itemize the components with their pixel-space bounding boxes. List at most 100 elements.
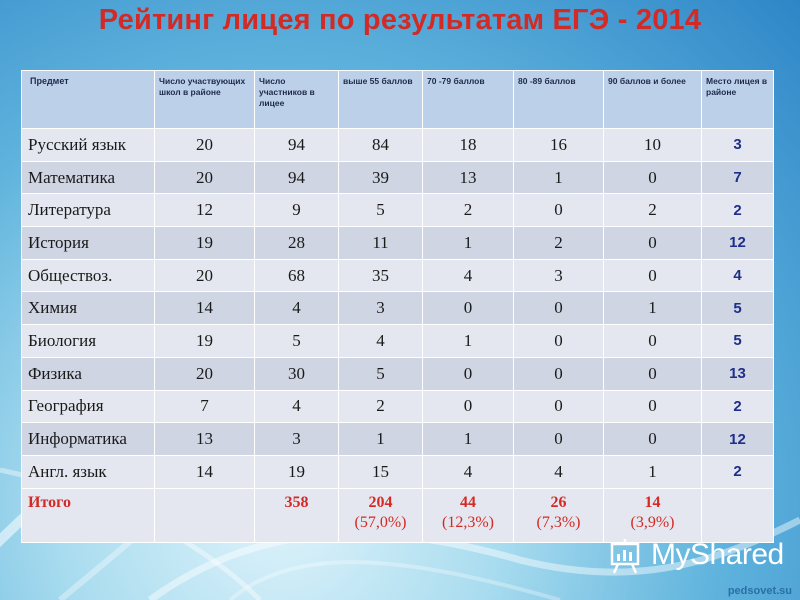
cell-schools: 19 xyxy=(154,226,255,260)
cell-schools: 20 xyxy=(154,356,255,391)
cell-90plus: 1 xyxy=(603,454,702,489)
cell-70-79: 1 xyxy=(422,422,514,456)
page-title: Рейтинг лицея по результатам ЕГЭ - 2014 xyxy=(98,4,702,36)
total-70-79: 44 (12,3%) xyxy=(422,487,514,543)
header-90plus: 90 баллов и более xyxy=(603,70,702,129)
table-row: Физика 20 30 5 0 0 0 13 xyxy=(21,356,774,391)
cell-schools: 14 xyxy=(154,454,255,489)
cell-subject: Русский язык xyxy=(21,128,155,162)
cell-70-79: 0 xyxy=(422,356,514,391)
cell-70-79: 18 xyxy=(422,128,514,162)
table-row: История 19 28 11 1 2 0 12 xyxy=(21,226,774,260)
cell-place: 5 xyxy=(701,324,774,358)
total-row: Итого 358 204 (57,0%) 44 (12,3%) 26 (7,3… xyxy=(21,487,774,543)
cell-above55: 1 xyxy=(338,422,423,456)
cell-70-79: 4 xyxy=(422,454,514,489)
total-90plus-count: 14 xyxy=(644,493,661,511)
total-90plus-percent: (3,9%) xyxy=(630,513,675,531)
cell-schools: 20 xyxy=(154,128,255,162)
cell-70-79: 2 xyxy=(422,193,514,228)
presentation-board-icon xyxy=(610,539,640,574)
cell-schools: 12 xyxy=(154,193,255,228)
site-watermark: pedsovet.su xyxy=(727,585,792,597)
cell-90plus: 10 xyxy=(603,128,702,162)
cell-80-89: 2 xyxy=(513,226,604,260)
cell-80-89: 16 xyxy=(513,128,604,162)
cell-subject: География xyxy=(21,389,155,424)
cell-participants: 94 xyxy=(254,160,339,195)
cell-90plus: 0 xyxy=(603,226,702,260)
cell-70-79: 1 xyxy=(422,324,514,358)
cell-schools: 20 xyxy=(154,160,255,195)
header-participants: Число участников в лицее xyxy=(254,70,339,129)
cell-70-79: 0 xyxy=(422,389,514,424)
cell-subject: Математика xyxy=(21,160,155,195)
cell-subject: Обществоз. xyxy=(21,258,155,293)
cell-place: 2 xyxy=(701,454,774,489)
logo-text: MyShared xyxy=(651,538,784,571)
total-80-89-percent: (7,3%) xyxy=(536,513,581,531)
header-subject: Предмет xyxy=(21,70,155,129)
cell-participants: 4 xyxy=(254,291,339,326)
cell-80-89: 0 xyxy=(513,356,604,391)
cell-subject: Химия xyxy=(21,291,155,326)
cell-place: 5 xyxy=(701,291,774,326)
cell-subject: Физика xyxy=(21,356,155,391)
cell-schools: 20 xyxy=(154,258,255,293)
cell-above55: 84 xyxy=(338,128,423,162)
cell-place: 2 xyxy=(701,193,774,228)
total-70-79-percent: (12,3%) xyxy=(442,513,494,531)
total-above55: 204 (57,0%) xyxy=(338,487,423,543)
total-80-89-count: 26 xyxy=(550,493,567,511)
cell-place: 4 xyxy=(701,258,774,293)
total-90plus: 14 (3,9%) xyxy=(603,487,702,543)
cell-70-79: 4 xyxy=(422,258,514,293)
total-above55-count: 204 xyxy=(368,493,393,511)
cell-participants: 94 xyxy=(254,128,339,162)
cell-80-89: 0 xyxy=(513,324,604,358)
cell-90plus: 0 xyxy=(603,422,702,456)
cell-70-79: 1 xyxy=(422,226,514,260)
cell-above55: 5 xyxy=(338,356,423,391)
cell-schools: 13 xyxy=(154,422,255,456)
cell-above55: 11 xyxy=(338,226,423,260)
cell-subject: Англ. язык xyxy=(21,454,155,489)
cell-schools: 14 xyxy=(154,291,255,326)
table-row: Математика 20 94 39 13 1 0 7 xyxy=(21,160,774,195)
cell-90plus: 0 xyxy=(603,356,702,391)
cell-80-89: 0 xyxy=(513,193,604,228)
cell-80-89: 0 xyxy=(513,291,604,326)
table-row: Химия 14 4 3 0 0 1 5 xyxy=(21,291,774,326)
cell-70-79: 0 xyxy=(422,291,514,326)
total-above55-percent: (57,0%) xyxy=(354,513,407,531)
cell-above55: 15 xyxy=(338,454,423,489)
cell-place: 12 xyxy=(701,226,774,260)
cell-90plus: 2 xyxy=(603,193,702,228)
cell-above55: 39 xyxy=(338,160,423,195)
cell-place: 13 xyxy=(701,356,774,391)
total-70-79-count: 44 xyxy=(460,493,476,511)
header-place: Место лицея в районе xyxy=(701,70,774,129)
cell-90plus: 0 xyxy=(603,160,702,195)
header-schools: Число участвующих школ в районе xyxy=(154,70,255,129)
cell-90plus: 0 xyxy=(603,389,702,424)
header-70-79: 70 -79 баллов xyxy=(422,70,514,129)
total-label: Итого xyxy=(21,487,155,543)
cell-participants: 28 xyxy=(254,226,339,260)
table-row: Русский язык 20 94 84 18 16 10 3 xyxy=(21,128,774,162)
cell-participants: 5 xyxy=(254,324,339,358)
cell-80-89: 4 xyxy=(513,454,604,489)
table-row: Биология 19 5 4 1 0 0 5 xyxy=(21,324,774,358)
table-row: Англ. язык 14 19 15 4 4 1 2 xyxy=(21,454,774,489)
cell-participants: 9 xyxy=(254,193,339,228)
cell-80-89: 0 xyxy=(513,422,604,456)
cell-90plus: 0 xyxy=(603,324,702,358)
cell-place: 3 xyxy=(701,128,774,162)
table-row: Литература 12 9 5 2 0 2 2 xyxy=(21,193,774,228)
cell-70-79: 13 xyxy=(422,160,514,195)
cell-80-89: 0 xyxy=(513,389,604,424)
cell-schools: 7 xyxy=(154,389,255,424)
cell-90plus: 1 xyxy=(603,291,702,326)
cell-schools: 19 xyxy=(154,324,255,358)
cell-participants: 19 xyxy=(254,454,339,489)
